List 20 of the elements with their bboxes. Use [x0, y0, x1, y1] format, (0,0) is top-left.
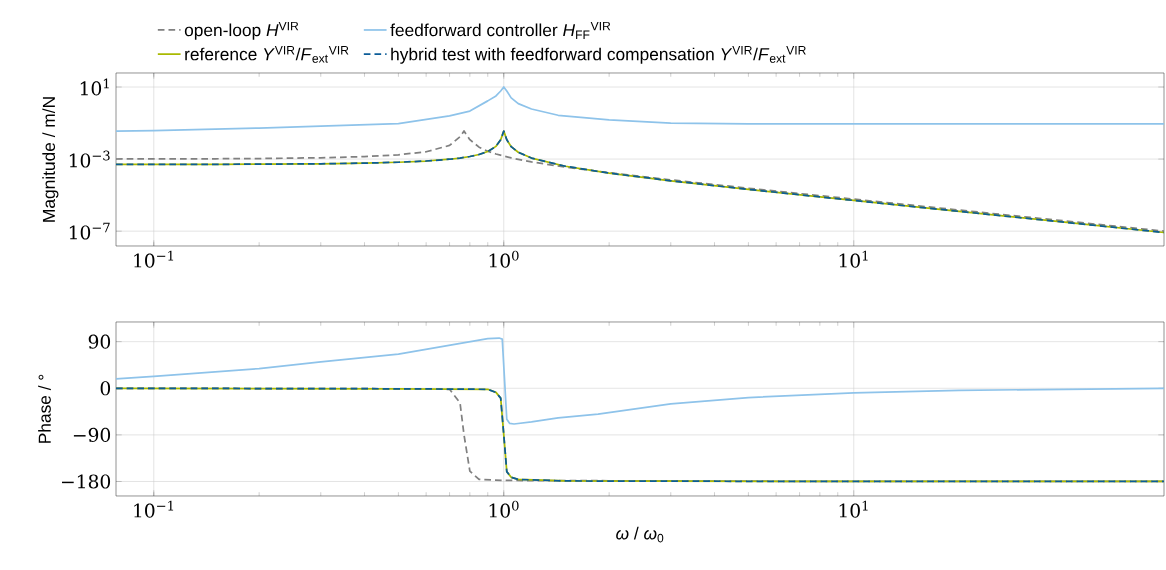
x-tick-label: 10$^{1}$	[839, 250, 868, 268]
legend-label: hybrid test with feedforward compensation Y$^{VIR}$/F$_{ext}$VIR	[391, 46, 806, 64]
y-tick-label: 0	[100, 381, 111, 396]
legend-label: feedforward controller H$_{FF}$VIR	[390, 21, 611, 39]
legend-label: reference Y$^{VIR}$/F$_{ext}$VIR	[185, 46, 349, 63]
x-axis-title: ω / ω$_{0}$	[616, 526, 664, 543]
y-axis-title: Magnitude / m/N	[42, 97, 59, 222]
y-tick-label: 10$^{−3}$	[69, 150, 110, 168]
y-axis-title: Phase / °	[38, 374, 51, 443]
x-tick-label: 10$^{0}$	[489, 500, 519, 518]
x-tick-label: 10$^{0}$	[489, 250, 519, 268]
y-tick-label: 10$^{1}$	[80, 78, 109, 96]
x-tick-label: 10$^{−1}$	[134, 500, 174, 518]
y-tick-label: −90	[73, 427, 111, 442]
y-tick-label: −180	[62, 474, 111, 489]
y-tick-label: 10$^{−7}$	[69, 222, 110, 240]
y-tick-label: 90	[88, 334, 111, 349]
legend-label: open-loop H$^{VIR}$	[184, 21, 299, 40]
x-tick-label: 10$^{−1}$	[134, 250, 174, 268]
x-tick-label: 10$^{1}$	[839, 500, 868, 518]
